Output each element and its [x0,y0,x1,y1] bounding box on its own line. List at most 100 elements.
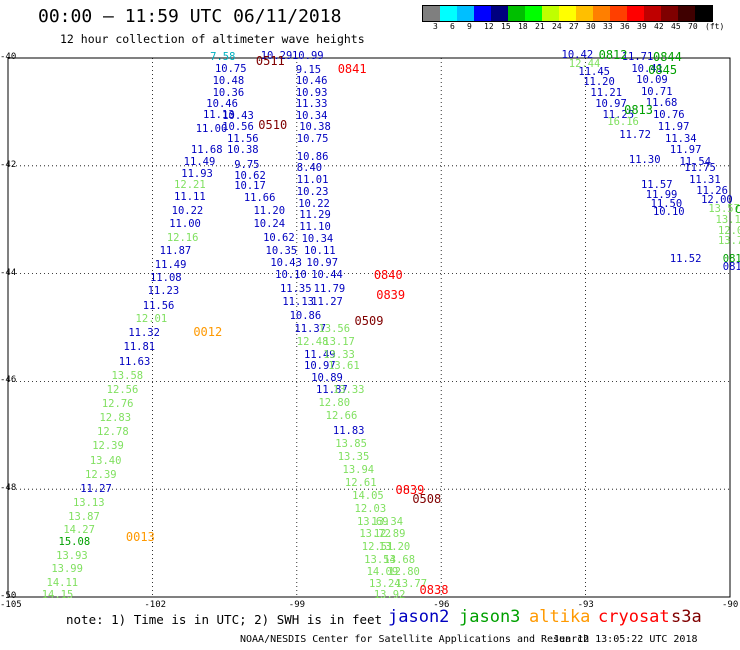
pass-number-label: 0839 [395,482,425,497]
wave-height-value: 12.80 [388,566,420,579]
wave-height-value: 7.58 [210,51,236,63]
wave-height-value: 12.39 [85,469,117,482]
pass-number-label: 0812 [598,48,628,63]
wave-height-value: 10.23 [296,185,329,198]
wave-height-value: 10.34 [295,110,328,123]
wave-height-value: 11.31 [689,173,721,186]
wave-height-value: 10.86 [296,150,329,163]
wave-height-value: 12.39 [92,440,124,453]
units-note: note: 1) Time is in UTC; 2) SWH is in fe… [66,612,383,627]
wave-height-value: 10.42 [561,49,594,62]
latitude-label: -48 [0,483,17,494]
wave-height-value: 11.97 [657,121,690,134]
wave-height-value: 13.72 [359,528,391,540]
pass-number-label: 0838 [419,582,449,597]
colorbar-label: 42 [654,22,664,31]
longitude-label: -96 [433,600,450,610]
colorbar-label: 45 [671,22,681,31]
wave-height-value: 11.20 [583,76,615,89]
pass-number-label: 0840 [373,268,403,283]
chart-title: 00:00 – 11:59 UTC 06/11/2018 [38,6,342,27]
wave-height-value: 11.81 [123,340,156,353]
pass-number-label: 0510 [258,118,288,133]
wave-height-value: 11.32 [128,326,160,339]
wave-height-value: 10.48 [212,75,245,88]
wave-height-value: 13.61 [328,360,360,373]
wave-height-value: 11.25 [602,108,635,121]
longitude-label: -99 [288,600,306,610]
wave-height-value: 12.80 [318,397,351,410]
wave-height-value: 10.44 [311,269,343,282]
wave-height-value: 9.15 [295,63,322,76]
wave-height-value: 10.10 [652,206,685,219]
colorbar-label: 33 [603,22,613,31]
wave-height-value: 11.23 [147,285,180,298]
wave-height-value: 13.33 [332,384,365,397]
wave-height-value: 10.62 [234,169,266,182]
colorbar-label: 24 [552,22,562,31]
wave-height-value: 13.93 [56,549,88,562]
pass-number-label: 0841 [337,62,367,77]
latitude-label: -44 [0,267,17,278]
wave-height-value: 10.10 [275,269,307,282]
wave-height-value: 8.40 [296,162,323,175]
wave-height-value: 12.83 [99,412,132,425]
wave-height-value: 12.07 [717,224,740,237]
wave-height-value: 12.56 [106,384,139,397]
latitude-label: -46 [0,375,17,386]
wave-height-value: C [734,203,740,216]
wave-height-value: 12.51 [361,541,394,554]
wave-height-value: 10.22 [171,205,204,218]
colorbar-swatch [440,6,457,21]
latitude-label: -50 [0,591,17,601]
colorbar [422,5,713,22]
wave-height-value: 13.68 [383,554,416,567]
wave-height-value: 13.58 [111,370,144,383]
colorbar-swatch [593,6,610,21]
colorbar-swatch [644,6,661,21]
wave-height-value: 10.36 [212,87,245,100]
pass-number-label: 0813 [624,102,653,117]
wave-height-value: 13.19 [715,213,740,226]
wave-height-value: 11.26 [696,184,728,197]
wave-height-value: 13.57 [708,202,740,215]
wave-height-value: 12.89 [373,528,406,540]
colorbar-label: 15 [501,22,511,31]
wave-height-value: 11.83 [332,425,365,438]
wave-height-value: 11.87 [159,245,192,258]
wave-height-value: 13.56 [318,323,351,336]
colorbar-label: (ft) [705,22,725,31]
wave-height-value: 11.93 [181,167,213,180]
wave-height-value: 13.69 [356,515,389,528]
wave-height-value: 9.75 [234,158,260,171]
credit-text: NOAA/NESDIS Center for Satellite Applica… [240,634,590,645]
wave-height-value: 11.29 [299,209,331,222]
wave-height-value: 13.99 [51,563,83,576]
colorbar-swatch [423,6,440,21]
wave-height-value: 11.52 [669,253,702,266]
wave-height-value: 13.13 [72,497,105,510]
wave-height-value: 10.22 [298,197,330,210]
wave-height-value: 10.71 [640,86,673,99]
colorbar-label: 9 [467,22,472,31]
wave-height-value: 11.97 [669,144,702,157]
colorbar-label: 27 [569,22,579,31]
wave-height-value: 11.13 [202,109,235,122]
wave-height-value: 11.11 [174,191,206,204]
generated-timestamp: Jun 12 13:05:22 UTC 2018 [553,634,698,645]
wave-height-value: 13.40 [89,455,122,468]
wave-height-value: 12.76 [101,398,134,411]
colorbar-label: 3 [433,22,438,31]
colorbar-swatch [559,6,576,21]
wave-height-value: 12.48 [296,335,329,348]
wave-height-value: 11.71 [621,51,654,63]
wave-height-value: 13.78 [717,235,740,248]
legend-item-cryosat: cryosat [598,607,670,627]
wave-height-value: 10.43 [270,256,302,269]
wave-height-value: 10.75 [296,132,329,145]
wave-height-value: 12.66 [325,409,358,422]
colorbar-swatch [678,6,695,21]
wave-height-value: 11.10 [299,221,331,234]
wave-height-value: 13.35 [337,450,370,463]
pass-number-label: 0839 [376,288,406,303]
